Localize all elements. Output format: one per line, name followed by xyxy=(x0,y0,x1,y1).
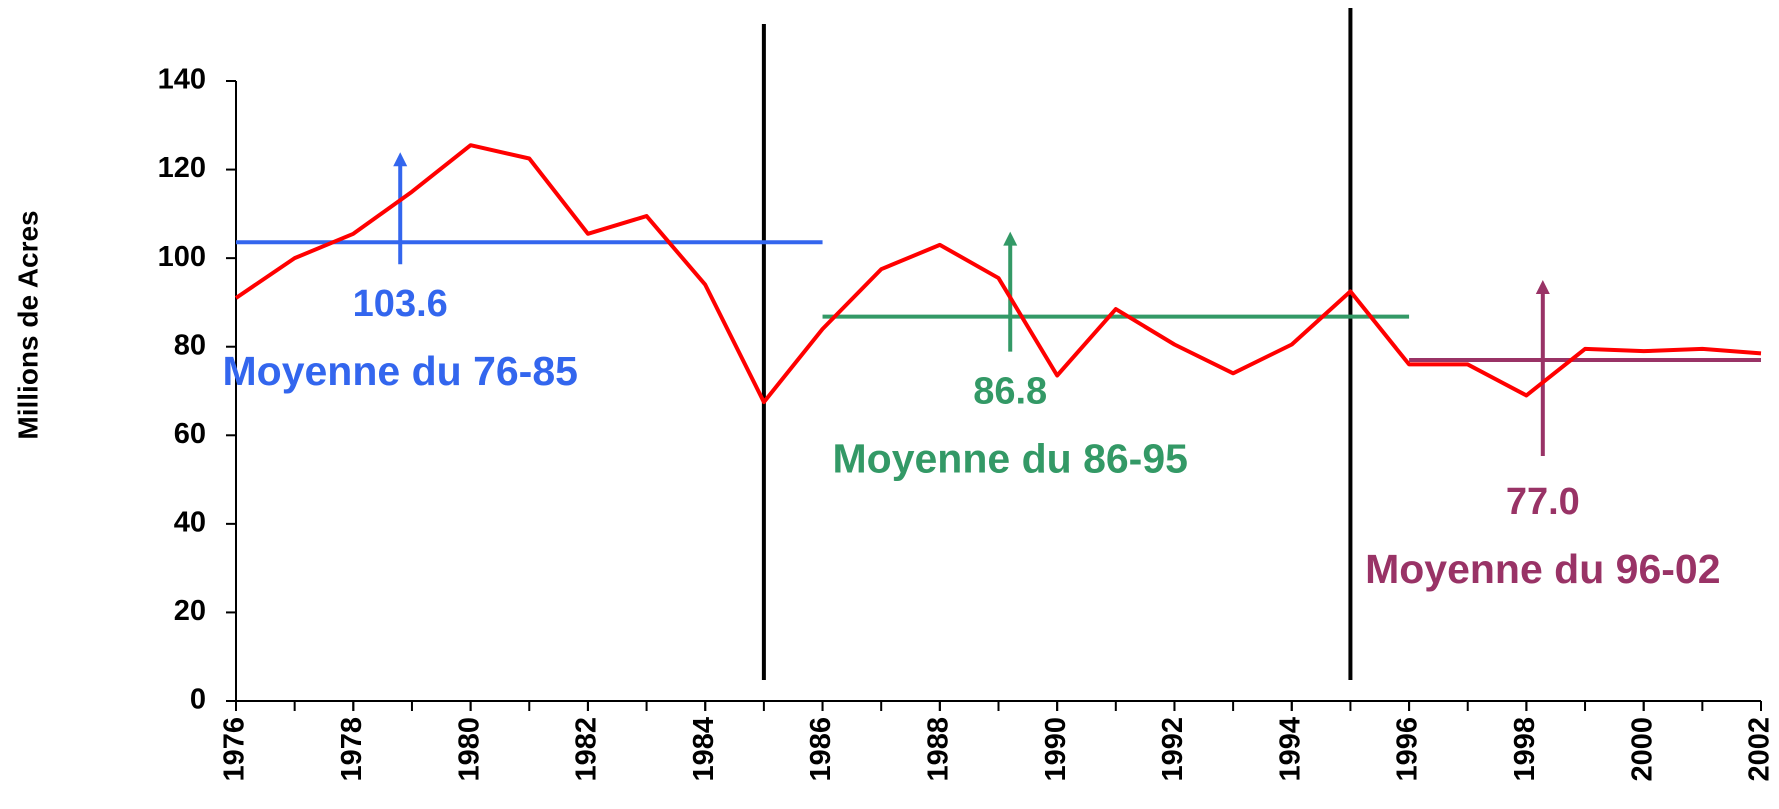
arrow-head xyxy=(1003,231,1018,246)
x-tick-label: 1992 xyxy=(1157,717,1189,782)
x-tick-label: 2000 xyxy=(1626,717,1658,782)
x-tick-label: 1988 xyxy=(923,717,955,782)
x-tick-label: 1982 xyxy=(571,717,603,782)
x-tick-label: 2002 xyxy=(1744,717,1776,782)
x-tick-label: 1998 xyxy=(1509,717,1541,782)
y-tick-label: 120 xyxy=(158,152,206,184)
y-tick-label: 20 xyxy=(174,595,206,627)
x-tick-label: 1994 xyxy=(1274,717,1306,782)
y-tick-label: 100 xyxy=(158,241,206,273)
arrow-head xyxy=(1535,280,1550,294)
y-tick-label: 60 xyxy=(174,418,206,450)
average-value: 77.0 xyxy=(1506,481,1580,523)
average-value: 103.6 xyxy=(353,283,448,325)
y-tick-label: 80 xyxy=(174,329,206,361)
y-tick-label: 140 xyxy=(158,64,206,96)
x-tick-label: 1976 xyxy=(219,717,251,782)
average-label: Moyenne du 76-85 xyxy=(223,348,578,394)
arrow-head xyxy=(393,152,408,167)
y-axis-label: Millions de Acres xyxy=(12,210,43,439)
average-label: Moyenne du 86-95 xyxy=(833,435,1188,481)
average-label: Moyenne du 96-02 xyxy=(1365,546,1720,592)
x-tick-label: 1996 xyxy=(1392,717,1424,782)
x-tick-label: 1990 xyxy=(1040,717,1072,782)
x-tick-label: 1980 xyxy=(453,717,485,782)
x-tick-label: 1984 xyxy=(688,717,720,782)
data-line xyxy=(234,143,1762,405)
y-tick-label: 40 xyxy=(174,507,206,539)
x-tick-label: 1978 xyxy=(336,717,368,782)
x-tick-label: 1986 xyxy=(805,717,837,782)
average-value: 86.8 xyxy=(973,371,1047,413)
y-tick-label: 0 xyxy=(190,684,206,716)
